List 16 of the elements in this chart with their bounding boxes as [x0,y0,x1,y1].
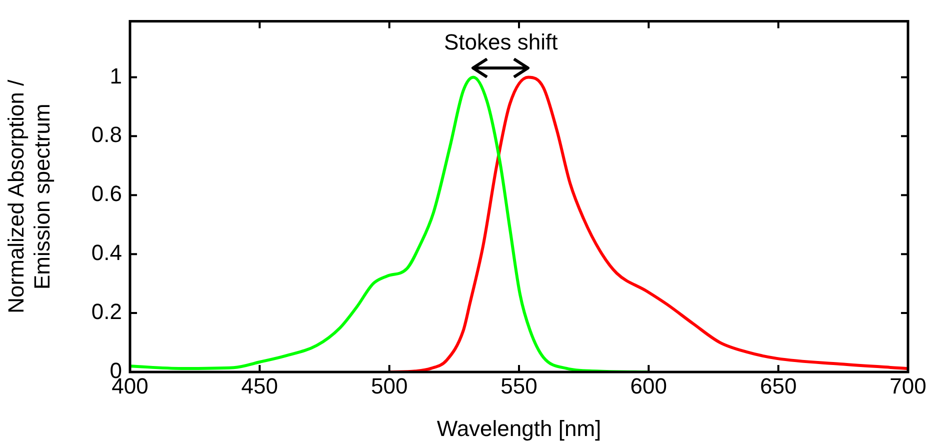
y-tick-label: 0.2 [91,299,122,324]
x-axis-title: Wavelength [nm] [436,416,602,441]
y-tick-label: 0.8 [91,122,122,148]
annotation: Stokes shift [444,29,558,54]
x-tick-label: 550 [500,373,538,398]
y-tick-label: 0.6 [91,181,122,206]
y-tick-label: 1 [110,63,122,88]
x-tick-label: 450 [241,373,278,398]
line-series [130,76,648,372]
x-tick-label: 700 [890,373,926,398]
line-series [388,76,908,372]
y-axis-title: Normalized Absorption / Emission spectrum [3,78,55,314]
x-tick-label: 500 [370,373,408,398]
x-tick-label: 650 [760,373,797,398]
x-tick-label: 600 [630,373,668,398]
y-tick-label: 0.4 [91,240,122,266]
